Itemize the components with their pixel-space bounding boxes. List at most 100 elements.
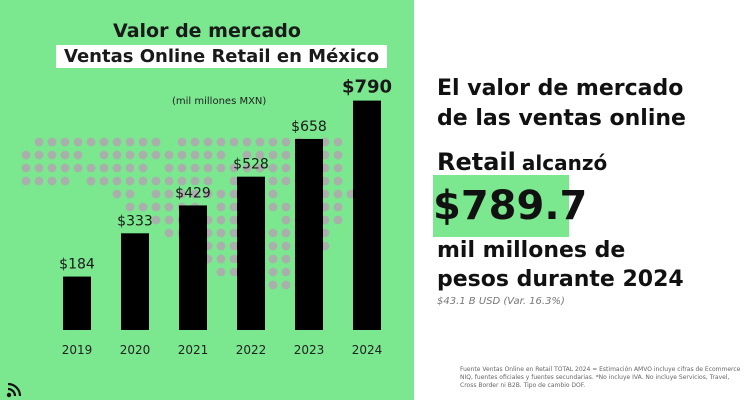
map-dot bbox=[216, 215, 226, 225]
map-dot bbox=[281, 150, 291, 160]
map-dot bbox=[177, 189, 187, 199]
x-tick-2024: 2024 bbox=[352, 343, 383, 357]
map-dot bbox=[333, 150, 343, 160]
map-dot bbox=[268, 163, 278, 173]
value-label-2022: $528 bbox=[233, 157, 269, 173]
map-dot bbox=[203, 137, 213, 147]
map-dot bbox=[47, 176, 57, 186]
map-dot bbox=[138, 150, 148, 160]
map-dot bbox=[21, 163, 31, 173]
map-dot bbox=[60, 137, 70, 147]
map-dot bbox=[34, 150, 44, 160]
map-dot bbox=[125, 137, 135, 147]
map-dot bbox=[125, 150, 135, 160]
map-dot bbox=[138, 176, 148, 186]
map-dot bbox=[190, 163, 200, 173]
map-dot bbox=[255, 137, 265, 147]
map-dot bbox=[255, 163, 265, 173]
description-line-2: pesos durante 2024 bbox=[437, 267, 684, 292]
map-dot bbox=[86, 163, 96, 173]
map-dot bbox=[203, 150, 213, 160]
bar-2023 bbox=[295, 138, 323, 330]
map-dot bbox=[268, 202, 278, 212]
map-dot bbox=[21, 176, 31, 186]
map-dot bbox=[216, 254, 226, 264]
map-dot bbox=[229, 137, 239, 147]
map-dot bbox=[190, 150, 200, 160]
map-dot bbox=[333, 189, 343, 199]
map-dot bbox=[86, 137, 96, 147]
value-description: mil millones de pesos durante 2024 bbox=[437, 236, 737, 294]
map-dot bbox=[281, 241, 291, 251]
map-dot bbox=[242, 150, 252, 160]
map-dot bbox=[99, 137, 109, 147]
map-dot bbox=[255, 150, 265, 160]
map-dot bbox=[190, 189, 200, 199]
map-dot bbox=[73, 137, 83, 147]
map-dot bbox=[151, 189, 161, 199]
map-dot bbox=[125, 202, 135, 212]
map-dot bbox=[216, 267, 226, 277]
map-dot bbox=[281, 254, 291, 264]
headline-line-2: de las ventas online bbox=[437, 106, 686, 131]
map-dot bbox=[229, 254, 239, 264]
bar-2020 bbox=[121, 233, 149, 330]
map-dot bbox=[73, 150, 83, 160]
map-dot bbox=[73, 163, 83, 173]
map-dot bbox=[281, 280, 291, 290]
map-dot bbox=[177, 163, 187, 173]
chart-title: Valor de mercado bbox=[113, 20, 301, 42]
value-label-2023: $658 bbox=[291, 119, 327, 135]
map-dot bbox=[216, 202, 226, 212]
x-tick-2021: 2021 bbox=[178, 343, 209, 357]
map-dot bbox=[229, 176, 239, 186]
map-dot bbox=[268, 137, 278, 147]
unit-label: (mil millones MXN) bbox=[172, 96, 267, 107]
map-dot bbox=[281, 202, 291, 212]
map-dot bbox=[268, 254, 278, 264]
map-dot bbox=[216, 163, 226, 173]
map-dot bbox=[203, 163, 213, 173]
map-dot bbox=[151, 150, 161, 160]
map-dot bbox=[112, 189, 122, 199]
map-dot bbox=[138, 137, 148, 147]
x-tick-2019: 2019 bbox=[62, 343, 93, 357]
map-dot bbox=[229, 163, 239, 173]
map-dot bbox=[164, 189, 174, 199]
map-dot bbox=[47, 163, 57, 173]
map-dot bbox=[99, 163, 109, 173]
map-dot bbox=[268, 267, 278, 277]
map-dot bbox=[216, 137, 226, 147]
headline-line-1: El valor de mercado bbox=[437, 76, 684, 101]
retail-word: Retail bbox=[437, 148, 516, 176]
map-dot bbox=[268, 150, 278, 160]
highlight-value: $789.7 bbox=[433, 175, 587, 237]
map-dot bbox=[229, 241, 239, 251]
map-dot bbox=[151, 215, 161, 225]
map-dot bbox=[203, 189, 213, 199]
map-dot bbox=[216, 228, 226, 238]
map-dot bbox=[164, 163, 174, 173]
map-dot bbox=[229, 267, 239, 277]
map-dot bbox=[164, 215, 174, 225]
x-tick-2023: 2023 bbox=[294, 343, 325, 357]
map-dot bbox=[21, 150, 31, 160]
map-dot bbox=[229, 215, 239, 225]
map-dot bbox=[125, 163, 135, 173]
map-dot bbox=[151, 137, 161, 147]
map-dot bbox=[177, 137, 187, 147]
headline: El valor de mercado de las ventas online bbox=[437, 74, 737, 134]
map-dot bbox=[60, 163, 70, 173]
description-line-1: mil millones de bbox=[437, 238, 626, 263]
map-dot bbox=[177, 176, 187, 186]
value-labels-group: $184 $333 $429 $528 $658 $790 bbox=[59, 77, 392, 273]
map-dot bbox=[333, 202, 343, 212]
map-dot bbox=[112, 137, 122, 147]
map-dot bbox=[268, 280, 278, 290]
map-dot bbox=[281, 267, 291, 277]
map-dot bbox=[34, 176, 44, 186]
map-dot bbox=[164, 150, 174, 160]
map-dot bbox=[164, 176, 174, 186]
map-dot bbox=[125, 176, 135, 186]
source-note: Fuente Ventas Online en Retail TOTAL 202… bbox=[460, 366, 741, 389]
